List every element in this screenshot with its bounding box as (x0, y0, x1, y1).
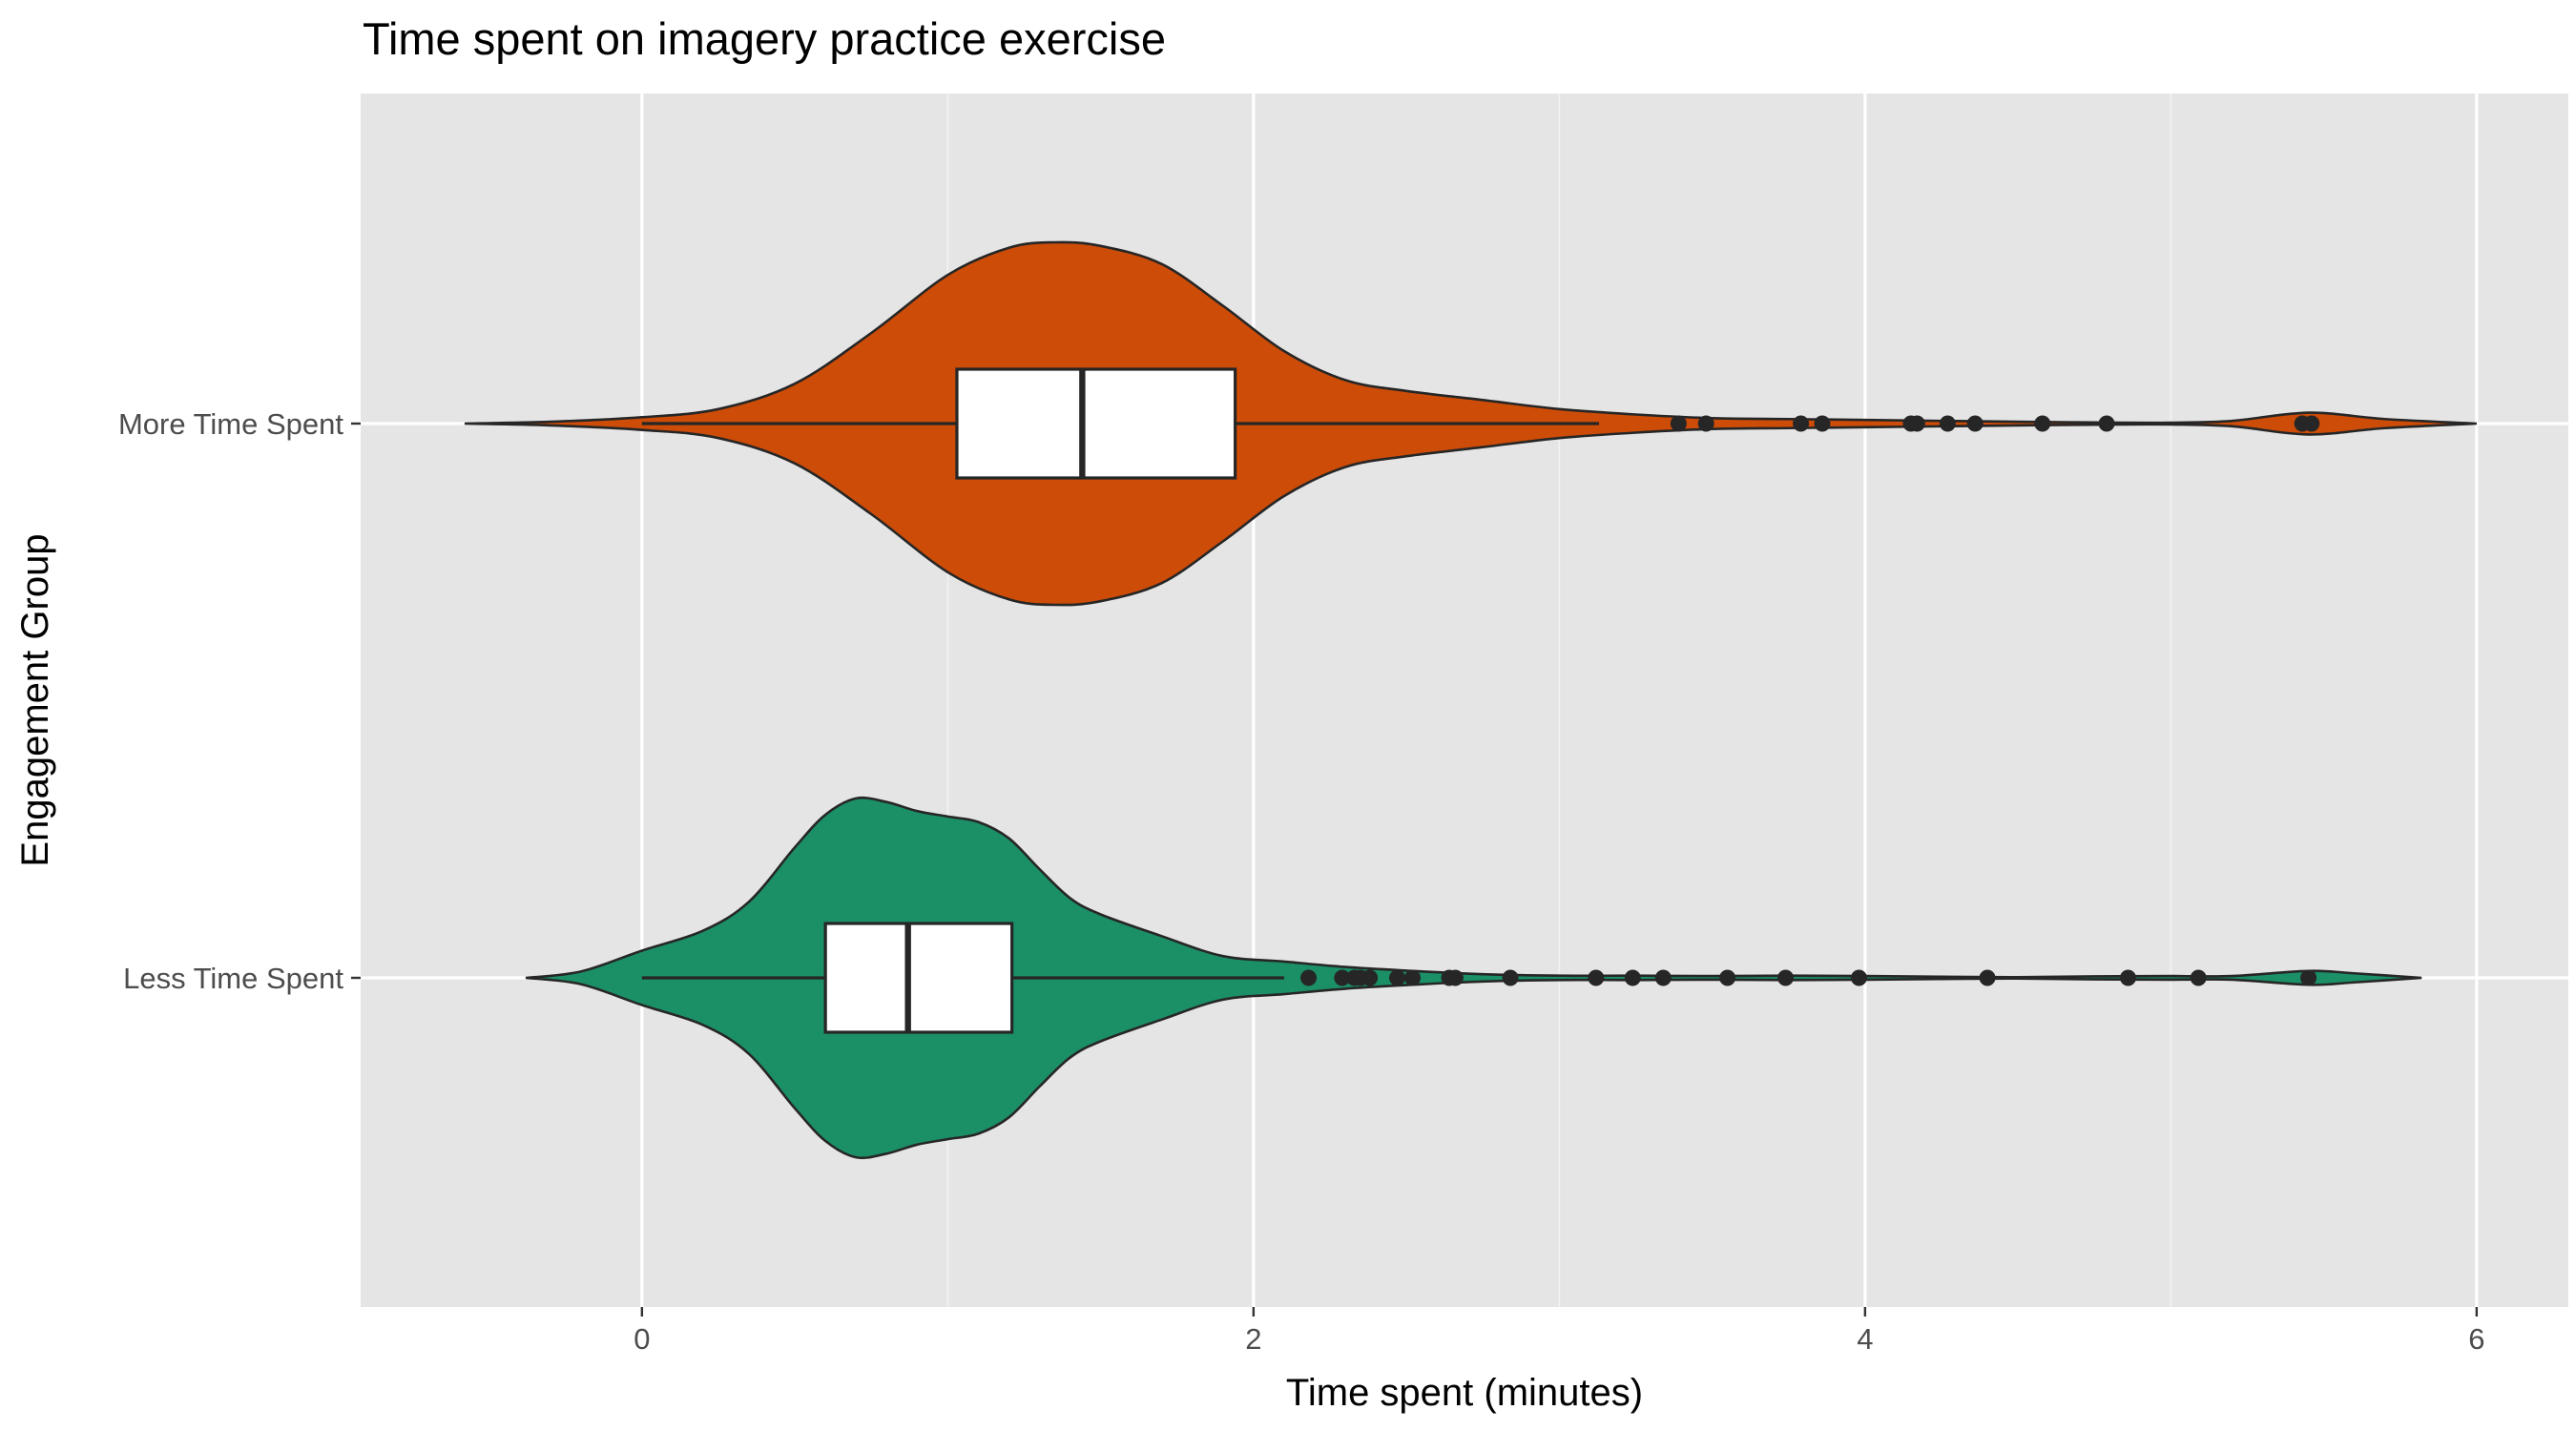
outlier-point (1654, 969, 1672, 986)
outlier-point (1404, 969, 1422, 986)
violins-layer (464, 240, 2477, 1160)
boxplot-box (955, 367, 1237, 480)
chart-title: Time spent on imagery practice exercise (363, 13, 1166, 64)
outlier-point (2190, 969, 2207, 986)
outlier-point (1588, 969, 1605, 986)
outlier-point (1670, 415, 1687, 432)
outlier-point (1446, 969, 1464, 986)
x-tick-label: 2 (1245, 1322, 1261, 1356)
outlier-point (1850, 969, 1867, 986)
y-tick-label: More Time Spent (118, 407, 343, 441)
plot-panel (361, 93, 2568, 1307)
outlier-point (2034, 415, 2051, 432)
outlier-point (2098, 415, 2115, 432)
violin-less-time-spent (525, 796, 2422, 1160)
outlier-point (1777, 969, 1795, 986)
outlier-point (1361, 969, 1379, 986)
outlier-point (1624, 969, 1641, 986)
y-axis-title: Engagement Group (14, 533, 56, 866)
outlier-point (1334, 969, 1351, 986)
x-axis-title: Time spent (minutes) (1286, 1372, 1643, 1414)
outlier-point (1939, 415, 1956, 432)
outlier-point (1502, 969, 1519, 986)
y-axis: More Time Spent Less Time Spent (118, 407, 361, 995)
x-tick-label: 6 (2468, 1322, 2484, 1356)
outlier-point (2119, 969, 2136, 986)
outlier-point (1979, 969, 1996, 986)
outlier-point (1793, 415, 1810, 432)
outlier-point (1908, 415, 1925, 432)
boxplot-box (823, 922, 1014, 1034)
outlier-point (1300, 969, 1318, 986)
outlier-point (1966, 415, 1984, 432)
outlier-point (1388, 969, 1405, 986)
outlier-point (2300, 969, 2317, 986)
x-tick-label: 4 (1857, 1322, 1873, 1356)
x-tick-label: 0 (634, 1322, 650, 1356)
outlier-point (2303, 415, 2320, 432)
y-tick-label: Less Time Spent (123, 962, 343, 995)
x-axis: 0 2 4 6 (634, 1307, 2484, 1356)
outlier-point (1697, 415, 1714, 432)
outlier-point (1814, 415, 1831, 432)
outlier-point (1719, 969, 1736, 986)
